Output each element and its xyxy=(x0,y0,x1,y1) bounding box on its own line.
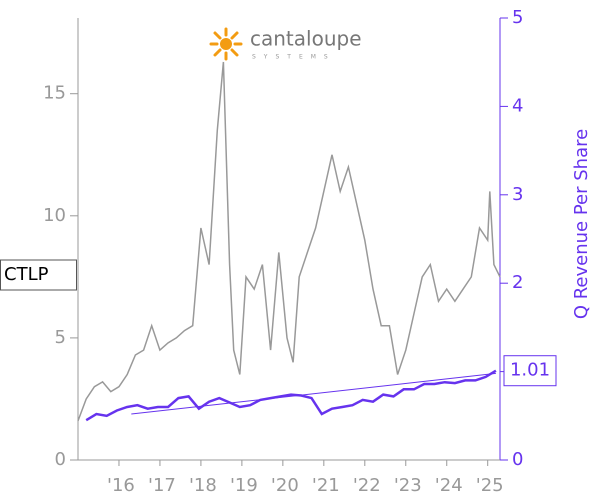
x-tick-label: '21 xyxy=(312,475,340,496)
x-tick-label: '24 xyxy=(435,475,463,496)
y2-axis-title: Q Revenue Per Share xyxy=(571,129,592,319)
y-tick-label: 10 xyxy=(43,205,66,226)
y2-tick-label: 5 xyxy=(512,7,523,28)
logo-rays xyxy=(209,27,243,61)
x-tick-label: '20 xyxy=(271,475,299,496)
y-tick-label: 0 xyxy=(55,449,66,470)
x-tick-label: '25 xyxy=(476,475,504,496)
series-line xyxy=(85,369,497,422)
last-value-box xyxy=(503,355,557,387)
logo-subtext: SYSTEMS xyxy=(252,54,336,61)
x-tick-label: '17 xyxy=(148,475,176,496)
y-tick-label: 5 xyxy=(55,327,66,348)
x-tick-label: '16 xyxy=(107,475,135,496)
logo xyxy=(209,27,243,61)
y2-tick-label: 3 xyxy=(512,184,523,205)
y2-tick-label: 0 xyxy=(512,449,523,470)
y-tick-label: 15 xyxy=(43,83,66,104)
y2-tick-label: 4 xyxy=(512,95,523,116)
ticker-label: CTLP xyxy=(4,264,49,285)
y2-tick-label: 2 xyxy=(512,272,523,293)
x-tick-label: '23 xyxy=(394,475,422,496)
last-value-label: 1.01 xyxy=(510,360,550,381)
series-line xyxy=(77,61,501,422)
x-tick-label: '18 xyxy=(189,475,217,496)
logo-text: cantaloupe xyxy=(250,27,362,51)
x-tick-label: '19 xyxy=(230,475,258,496)
trend-line xyxy=(131,372,496,415)
ticker-box xyxy=(0,259,77,291)
logo-icon xyxy=(220,38,232,50)
x-tick-label: '22 xyxy=(353,475,381,496)
